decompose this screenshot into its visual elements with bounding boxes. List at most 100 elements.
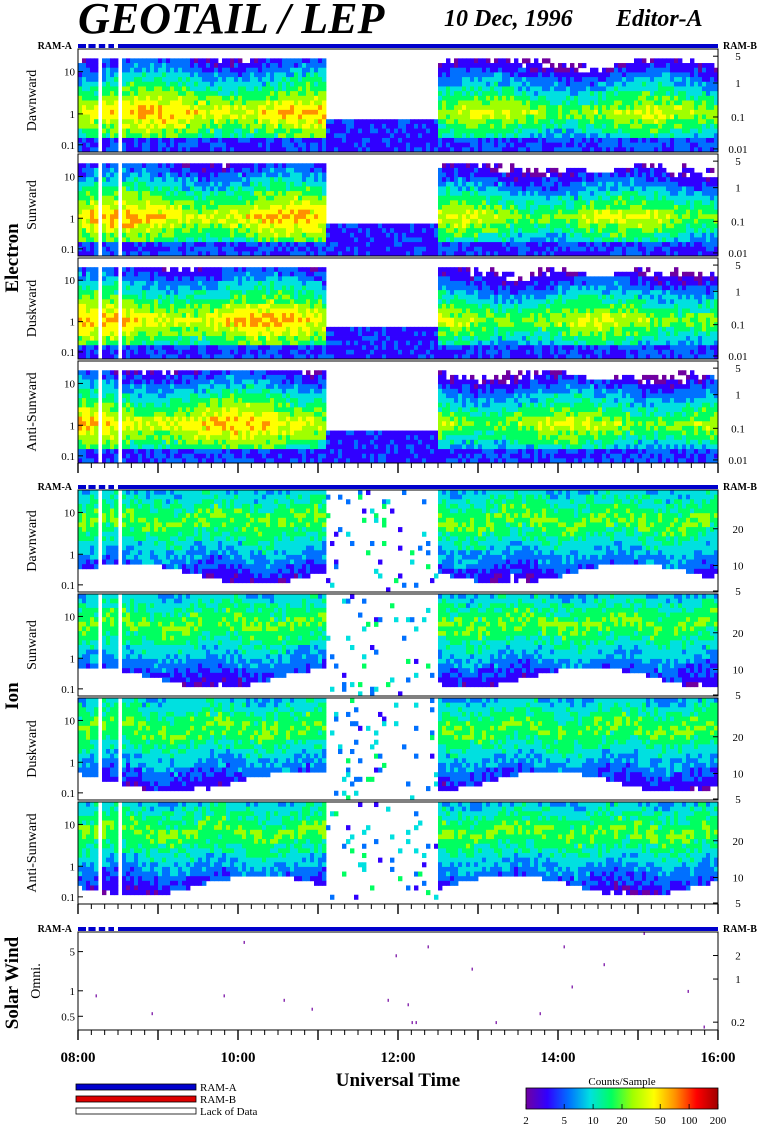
heatmap-cell [82, 237, 87, 243]
heatmap-cell [530, 137, 535, 144]
heatmap-cell [470, 186, 475, 192]
heatmap-cell [202, 167, 207, 173]
heatmap-cell [290, 242, 295, 248]
heatmap-cell [594, 191, 599, 197]
heatmap-cell [594, 218, 599, 224]
heatmap-cell [466, 177, 471, 183]
heatmap-cell [258, 119, 263, 125]
heatmap-cell [374, 147, 379, 153]
heatmap-cell [650, 123, 655, 129]
heatmap-cell [446, 214, 451, 220]
heatmap-cell [490, 91, 495, 97]
heatmap-cell [310, 114, 315, 120]
heatmap-cell [638, 119, 643, 125]
heatmap-cell [218, 172, 223, 178]
heatmap-cell [134, 109, 139, 115]
heatmap-cell [246, 119, 251, 125]
heatmap-cell [518, 195, 523, 201]
heatmap-cell [562, 205, 567, 211]
heatmap-cell [562, 86, 567, 92]
heatmap-cell [158, 172, 163, 178]
heatmap-cell [242, 81, 247, 87]
heatmap-cell [214, 232, 219, 238]
heatmap-cell [142, 81, 147, 87]
heatmap-cell [714, 137, 719, 144]
heatmap-cell [146, 58, 151, 64]
heatmap-cell [686, 67, 691, 73]
heatmap-cell [466, 228, 471, 234]
heatmap-cell [526, 214, 531, 220]
heatmap-cell [570, 128, 575, 134]
heatmap-cell [634, 58, 639, 64]
heatmap-cell [154, 77, 159, 83]
heatmap-cell [186, 200, 191, 206]
heatmap-cell [258, 195, 263, 201]
heatmap-cell [158, 205, 163, 211]
heatmap-cell [606, 109, 611, 115]
heatmap-cell [362, 237, 367, 243]
heatmap-cell [602, 228, 607, 234]
heatmap-cell [510, 86, 515, 92]
heatmap-cell [434, 128, 439, 134]
heatmap-cell [78, 200, 83, 206]
heatmap-cell [374, 228, 379, 234]
heatmap-cell [142, 147, 147, 153]
heatmap-cell [182, 105, 187, 111]
heatmap-cell [714, 109, 719, 115]
heatmap-cell [86, 137, 91, 144]
heatmap-cell [670, 109, 675, 115]
heatmap-cell [106, 114, 111, 120]
heatmap-cell [294, 128, 299, 134]
heatmap-cell [318, 191, 323, 197]
heatmap-cell [658, 95, 663, 101]
heatmap-cell [478, 63, 483, 69]
heatmap-cell [482, 223, 487, 229]
heatmap-cell [270, 137, 275, 144]
heatmap-cell [254, 72, 259, 78]
heatmap-cell [238, 251, 243, 257]
heatmap-cell [290, 67, 295, 73]
heatmap-cell [626, 86, 631, 92]
heatmap-cell [342, 246, 347, 252]
heatmap-cell [274, 147, 279, 153]
heatmap-cell [106, 133, 111, 139]
heatmap-cell [318, 105, 323, 111]
heatmap-cell [202, 109, 207, 115]
heatmap-cell [698, 114, 703, 120]
heatmap-cell [478, 77, 483, 83]
heatmap-cell [702, 119, 707, 125]
heatmap-cell [218, 128, 223, 134]
heatmap-cell [138, 95, 143, 101]
heatmap-cell [170, 58, 175, 64]
heatmap-cell [94, 119, 99, 125]
heatmap-cell [530, 228, 535, 234]
heatmap-cell [186, 119, 191, 125]
heatmap-cell [534, 81, 539, 87]
heatmap-cell [498, 218, 503, 224]
heatmap-cell [478, 195, 483, 201]
heatmap-cell [78, 167, 83, 173]
heatmap-cell [558, 142, 563, 148]
heatmap-cell [478, 167, 483, 173]
heatmap-cell [290, 251, 295, 257]
heatmap-cell [678, 77, 683, 83]
heatmap-cell [262, 242, 267, 248]
heatmap-cell [514, 119, 519, 125]
heatmap-cell [614, 105, 619, 111]
heatmap-cell [166, 223, 171, 229]
heatmap-cell [102, 77, 107, 83]
heatmap-cell [146, 86, 151, 92]
heatmap-cell [442, 237, 447, 243]
heatmap-cell [606, 209, 611, 215]
heatmap-cell [154, 172, 159, 178]
heatmap-cell [554, 186, 559, 192]
heatmap-cell [262, 72, 267, 78]
heatmap-cell [130, 195, 135, 201]
heatmap-cell [166, 105, 171, 111]
heatmap-cell [266, 119, 271, 125]
heatmap-cell [638, 137, 643, 144]
heatmap-cell [706, 77, 711, 83]
heatmap-cell [130, 232, 135, 238]
heatmap-cell [194, 195, 199, 201]
heatmap-cell [454, 163, 459, 169]
